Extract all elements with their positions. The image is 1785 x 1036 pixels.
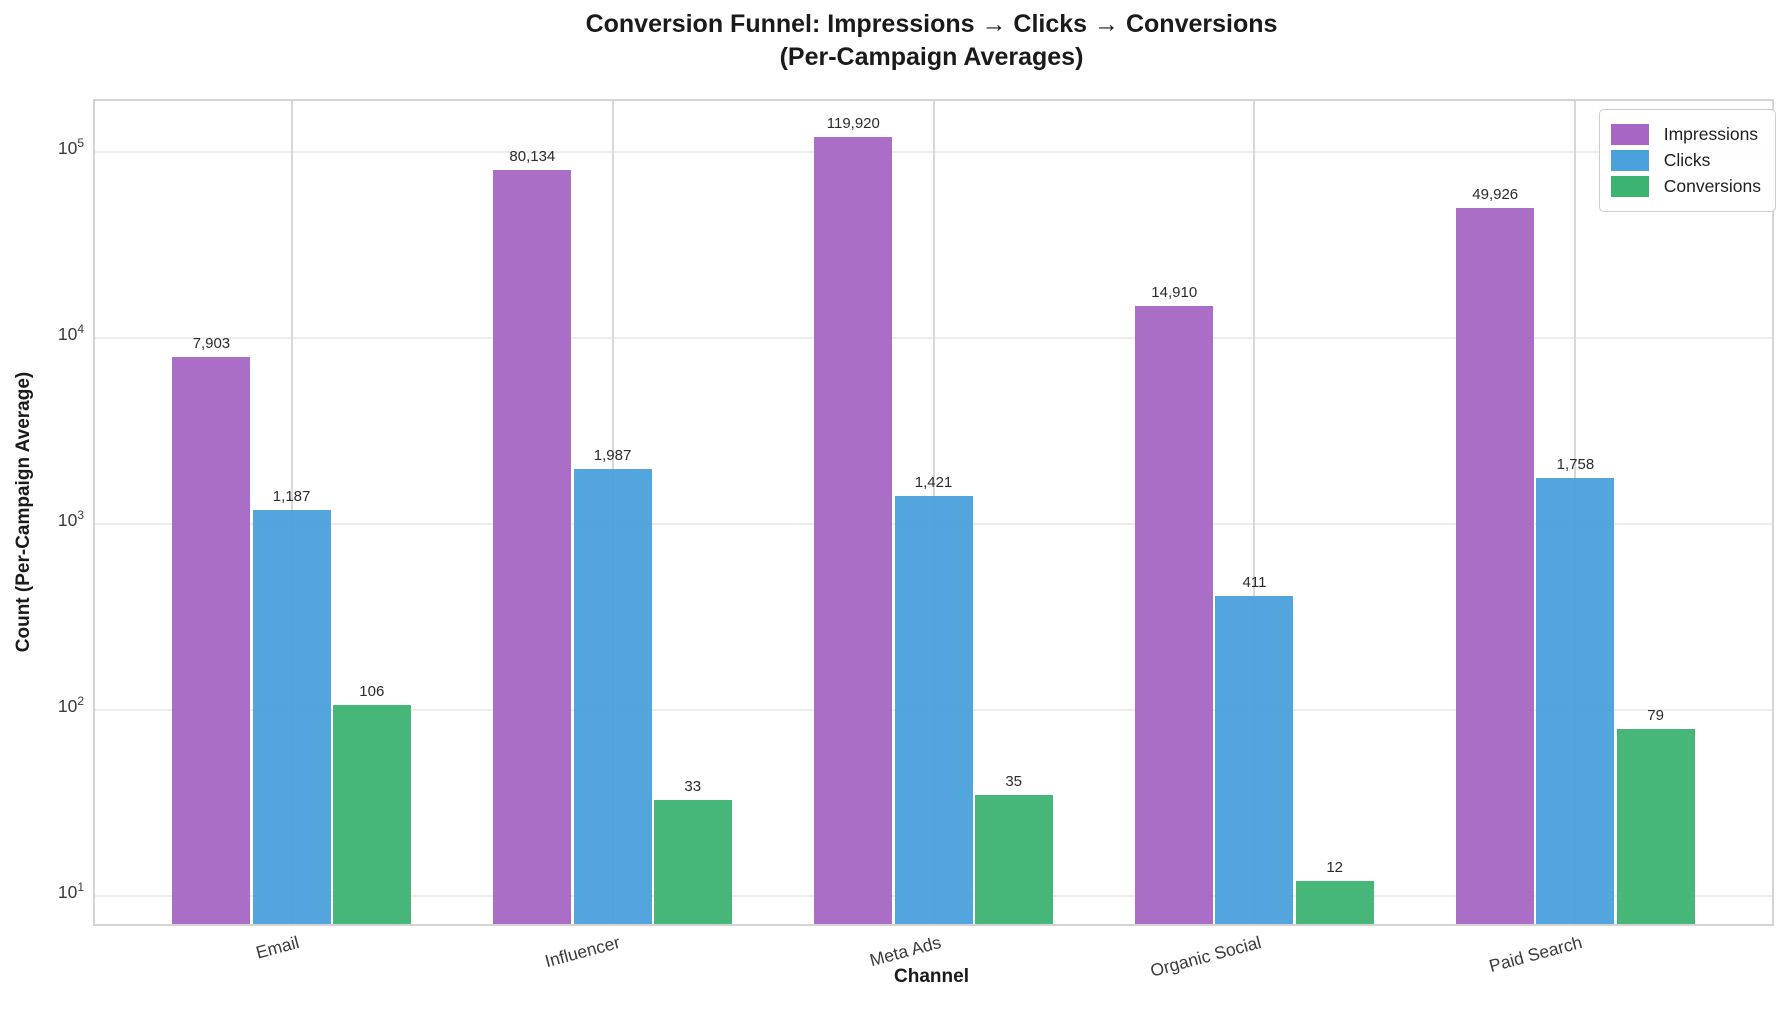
bar-conversions-influencer bbox=[653, 799, 732, 924]
legend-swatch-clicks bbox=[1610, 150, 1649, 171]
bar-impressions-meta-ads bbox=[814, 137, 893, 924]
value-label-clicks-organic-social: 411 bbox=[1242, 573, 1267, 591]
y-tick-1e1: 101 bbox=[57, 880, 84, 902]
bar-clicks-paid-search bbox=[1536, 478, 1615, 924]
value-label-conversions-paid-search: 79 bbox=[1647, 707, 1664, 725]
legend-label-conversions: Conversions bbox=[1663, 176, 1761, 196]
legend-swatch-conversions bbox=[1610, 176, 1649, 197]
bar-conversions-meta-ads bbox=[974, 794, 1053, 924]
value-label-conversions-email: 106 bbox=[359, 683, 385, 701]
value-label-impressions-meta-ads: 119,920 bbox=[826, 115, 880, 133]
chart-title: Conversion Funnel: Impressions → Clicks … bbox=[93, 8, 1770, 74]
legend-item-impressions: Impressions bbox=[1610, 124, 1761, 145]
chart-title-line2: (Per-Campaign Averages) bbox=[779, 43, 1084, 71]
plot-area: 7,903 80,134 119,920 14,910 49,926 1,187 1,987… bbox=[93, 99, 1774, 926]
x-axis-label: Channel bbox=[894, 966, 969, 987]
value-label-clicks-meta-ads: 1,421 bbox=[914, 473, 953, 491]
legend-item-clicks: Clicks bbox=[1610, 150, 1761, 171]
value-label-impressions-email: 7,903 bbox=[192, 335, 231, 353]
legend: Impressions Clicks Conversions bbox=[1598, 109, 1776, 212]
value-label-impressions-paid-search: 49,926 bbox=[1472, 186, 1519, 204]
value-label-impressions-organic-social: 14,910 bbox=[1151, 283, 1198, 301]
legend-item-conversions: Conversions bbox=[1610, 176, 1761, 197]
bar-clicks-meta-ads bbox=[894, 495, 973, 924]
bar-impressions-organic-social bbox=[1135, 305, 1214, 924]
bar-conversions-organic-social bbox=[1295, 881, 1374, 924]
value-label-clicks-email: 1,187 bbox=[272, 488, 311, 506]
bar-impressions-influencer bbox=[493, 169, 572, 924]
y-tick-1e5: 105 bbox=[57, 136, 84, 158]
y-tick-1e2: 102 bbox=[57, 694, 84, 716]
bar-clicks-email bbox=[252, 510, 331, 924]
value-label-clicks-paid-search: 1,758 bbox=[1556, 456, 1595, 474]
legend-label-impressions: Impressions bbox=[1663, 124, 1759, 144]
bar-clicks-organic-social bbox=[1215, 595, 1294, 924]
bar-conversions-email bbox=[332, 705, 411, 924]
bar-impressions-paid-search bbox=[1456, 208, 1535, 924]
y-tick-1e3: 103 bbox=[57, 508, 84, 530]
y-tick-1e4: 104 bbox=[57, 322, 84, 344]
bar-conversions-paid-search bbox=[1616, 729, 1695, 924]
bar-clicks-influencer bbox=[573, 468, 652, 924]
gridline-x-organic-social bbox=[1253, 101, 1256, 924]
chart-title-line1: Conversion Funnel: Impressions → Clicks … bbox=[585, 10, 1278, 38]
bar-impressions-email bbox=[172, 357, 251, 924]
value-label-conversions-meta-ads: 35 bbox=[1005, 772, 1023, 790]
legend-swatch-impressions bbox=[1610, 124, 1649, 145]
x-tick-email: Email bbox=[253, 932, 301, 963]
value-label-conversions-influencer: 33 bbox=[684, 777, 702, 795]
value-label-clicks-influencer: 1,987 bbox=[593, 446, 632, 464]
value-label-impressions-influencer: 80,134 bbox=[509, 147, 556, 165]
value-label-conversions-organic-social: 12 bbox=[1326, 859, 1343, 877]
legend-label-clicks: Clicks bbox=[1663, 150, 1711, 170]
